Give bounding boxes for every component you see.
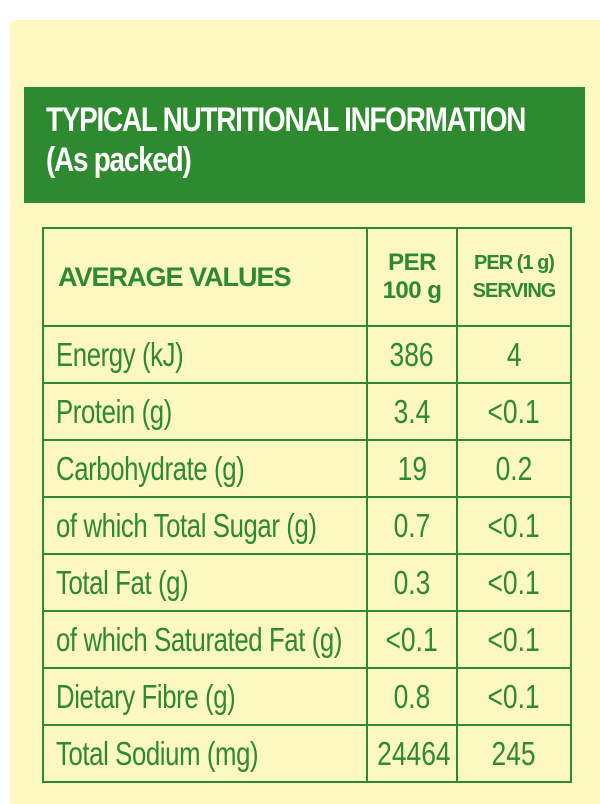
row-serving: <0.1 [456,382,572,441]
row-serving-text: 0.2 [495,449,533,487]
column-header-per-100g-line2: 100 g [382,277,442,304]
nutrition-table: AVERAGE VALUES PER 100 g PER (1 g) SERVI… [42,227,572,783]
nutrition-header: TYPICAL NUTRITIONAL INFORMATION (As pack… [24,87,585,203]
row-per100-text: 24464 [377,734,451,772]
row-per100-text: 0.3 [393,563,431,601]
row-label: of which Saturated Fat (g) [42,610,368,669]
row-serving-text: <0.1 [487,677,541,715]
row-label: Total Fat (g) [42,553,368,612]
row-per100: 3.4 [366,382,458,441]
column-header-average-values: AVERAGE VALUES [42,227,368,327]
column-header-per-serving-line1: PER (1 g) [474,252,555,274]
table-row: of which Saturated Fat (g) <0.1 <0.1 [42,610,572,669]
row-per100: 0.3 [366,553,458,612]
row-per100-text: <0.1 [385,620,439,658]
row-label: of which Total Sugar (g) [42,496,368,555]
row-label: Carbohydrate (g) [42,439,368,498]
table-row: Protein (g) 3.4 <0.1 [42,382,572,441]
table-row: Dietary Fibre (g) 0.8 <0.1 [42,667,572,726]
row-serving-text: <0.1 [487,620,541,658]
row-label-text: Energy (kJ) [56,335,184,373]
row-per100-text: 386 [389,335,435,373]
nutrition-subtitle: (As packed) [46,141,192,179]
column-header-per-100g: PER 100 g [366,227,458,327]
column-header-per-100g-line1: PER [388,249,436,276]
row-serving-text: <0.1 [487,563,541,601]
table-header-row: AVERAGE VALUES PER 100 g PER (1 g) SERVI… [42,227,572,327]
row-label-text: Dietary Fibre (g) [56,677,236,715]
column-header-per-serving: PER (1 g) SERVING [456,227,572,327]
row-label-text: Carbohydrate (g) [56,449,245,487]
row-per100-text: 19 [397,449,427,487]
table-row: Total Sodium (mg) 24464 245 [42,724,572,783]
table-row: Energy (kJ) 386 4 [42,325,572,384]
table-row: of which Total Sugar (g) 0.7 <0.1 [42,496,572,555]
row-label: Dietary Fibre (g) [42,667,368,726]
row-label-text: of which Total Sugar (g) [56,506,317,544]
table-row: Carbohydrate (g) 19 0.2 [42,439,572,498]
row-serving: 0.2 [456,439,572,498]
row-serving-text: <0.1 [487,392,541,430]
row-label: Total Sodium (mg) [42,724,368,783]
row-serving: <0.1 [456,553,572,612]
row-serving: <0.1 [456,496,572,555]
row-label-text: of which Saturated Fat (g) [56,620,343,658]
row-per100: <0.1 [366,610,458,669]
row-serving-text: 4 [506,335,522,373]
row-label: Protein (g) [42,382,368,441]
row-per100: 24464 [366,724,458,783]
row-serving: <0.1 [456,667,572,726]
row-serving-text: <0.1 [487,506,541,544]
row-label: Energy (kJ) [42,325,368,384]
row-serving: <0.1 [456,610,572,669]
row-label-text: Total Fat (g) [56,563,189,601]
row-per100: 0.7 [366,496,458,555]
row-per100-text: 0.7 [393,506,431,544]
row-serving-text: 245 [491,734,537,772]
row-per100: 19 [366,439,458,498]
row-per100-text: 0.8 [393,677,431,715]
column-header-per-serving-line2: SERVING [472,280,557,302]
table-row: Total Fat (g) 0.3 <0.1 [42,553,572,612]
row-per100-text: 3.4 [393,392,431,430]
row-label-text: Total Sodium (mg) [56,734,259,772]
row-serving: 4 [456,325,572,384]
row-serving: 245 [456,724,572,783]
row-label-text: Protein (g) [56,392,172,430]
row-per100: 386 [366,325,458,384]
nutrition-title: TYPICAL NUTRITIONAL INFORMATION [46,101,526,139]
row-per100: 0.8 [366,667,458,726]
